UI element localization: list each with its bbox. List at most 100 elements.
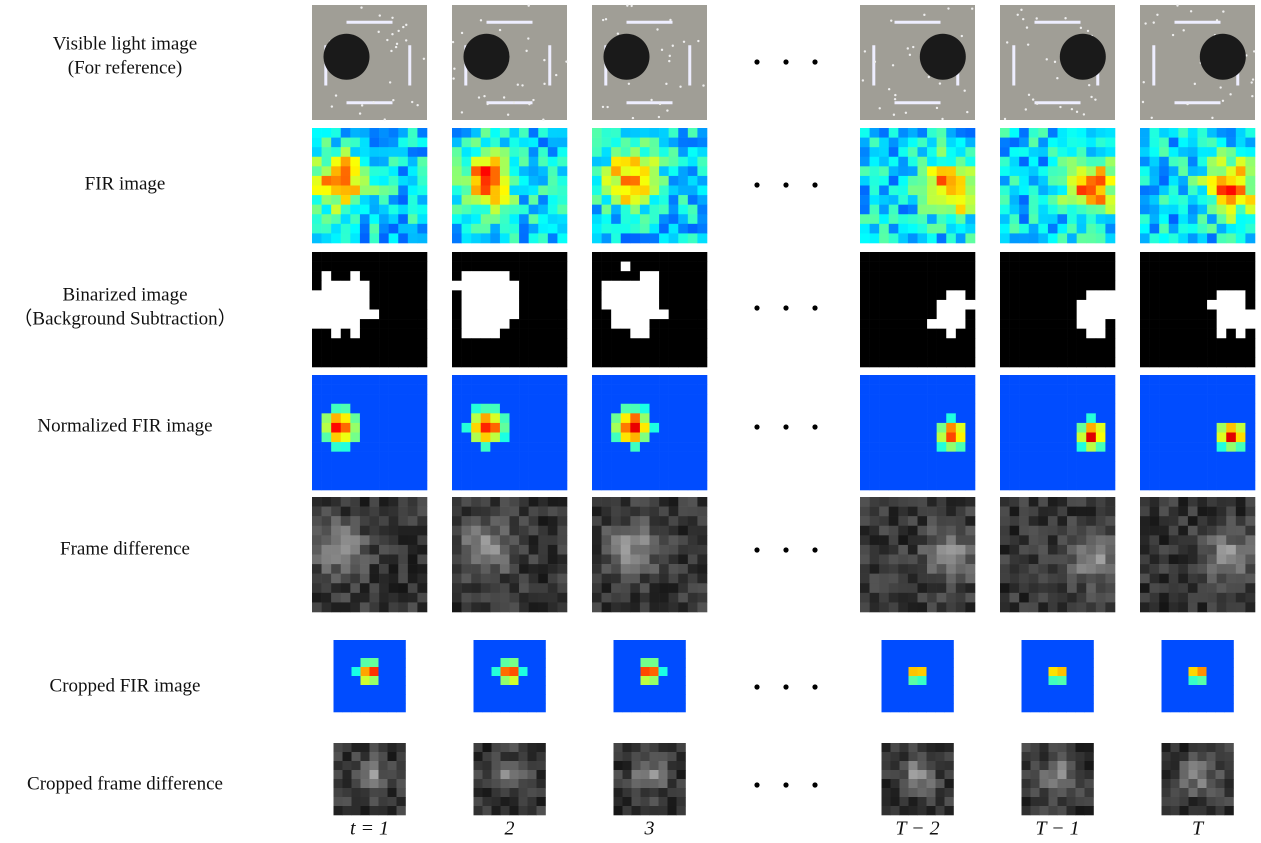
floor-dot — [1028, 94, 1030, 96]
pixel — [1019, 583, 1029, 593]
pixel — [548, 535, 558, 545]
pixel — [611, 157, 621, 167]
pixel — [621, 186, 631, 196]
pixel — [1067, 252, 1077, 262]
pixel — [918, 271, 928, 281]
pixel — [492, 797, 501, 806]
pixel — [623, 770, 632, 779]
pixel — [1038, 375, 1048, 385]
pixel — [500, 128, 510, 138]
pixel — [1140, 166, 1150, 176]
pixel — [898, 348, 908, 358]
pixel — [538, 357, 548, 367]
pixel — [1217, 442, 1227, 452]
pixel — [370, 262, 380, 272]
pixel — [1217, 404, 1227, 414]
pixel — [918, 433, 928, 443]
floor-dot — [864, 50, 866, 52]
pixel — [510, 252, 520, 262]
pixel — [538, 290, 548, 300]
pixel — [908, 404, 918, 414]
pixel — [379, 770, 388, 779]
pixel — [860, 329, 870, 339]
pixel — [1058, 574, 1068, 584]
pixel — [918, 649, 927, 658]
pixel — [398, 394, 408, 404]
pixel — [860, 138, 870, 148]
pixel — [640, 385, 650, 395]
pixel — [1216, 667, 1225, 676]
pixel — [1086, 329, 1096, 339]
pixel — [471, 433, 481, 443]
pixel — [1058, 404, 1068, 414]
pixel — [370, 290, 380, 300]
pixel — [529, 574, 539, 584]
pixel — [592, 195, 602, 205]
pixel — [697, 583, 707, 593]
pixel — [379, 271, 389, 281]
pixel — [927, 233, 937, 243]
pixel — [361, 779, 370, 788]
pixel — [927, 497, 937, 507]
pixel — [697, 176, 707, 186]
pixel — [650, 271, 660, 281]
pixel — [879, 128, 889, 138]
pixel — [398, 535, 408, 545]
pixel — [918, 667, 927, 676]
pixel — [697, 526, 707, 536]
pixel — [1159, 385, 1169, 395]
pixel — [891, 676, 900, 685]
pixel — [956, 319, 966, 329]
pixel — [529, 128, 539, 138]
pixel — [370, 743, 379, 752]
pixel — [1245, 195, 1255, 205]
pixel — [1150, 461, 1160, 471]
pixel — [889, 319, 899, 329]
pixel — [1096, 404, 1106, 414]
pixel — [898, 138, 908, 148]
pixel — [1150, 290, 1160, 300]
pixel — [602, 394, 612, 404]
pixel — [1000, 516, 1010, 526]
pixel — [623, 649, 632, 658]
pixel — [1245, 555, 1255, 565]
pixel — [1038, 157, 1048, 167]
pixel — [688, 593, 698, 603]
pixel — [927, 516, 937, 526]
pixel — [1207, 214, 1217, 224]
pixel — [1198, 564, 1208, 574]
pixel — [1236, 526, 1246, 536]
pixel — [341, 319, 351, 329]
pixel — [322, 507, 332, 517]
pixel — [1019, 186, 1029, 196]
pixel — [1188, 319, 1198, 329]
pixel — [879, 452, 889, 462]
pixel — [538, 195, 548, 205]
pixel — [538, 186, 548, 196]
pixel — [452, 516, 462, 526]
pixel — [1159, 271, 1169, 281]
floor-dot — [1143, 81, 1145, 83]
pixel — [519, 195, 529, 205]
pixel — [621, 262, 631, 272]
floor-dot — [1194, 83, 1196, 85]
pixel — [471, 262, 481, 272]
pixel — [860, 385, 870, 395]
pixel — [870, 176, 880, 186]
pixel — [889, 338, 899, 348]
pixel — [1140, 385, 1150, 395]
pixel — [697, 310, 707, 320]
pixel — [1198, 394, 1208, 404]
pixel — [343, 676, 352, 685]
ellipsis-dot — [783, 305, 788, 310]
pixel — [389, 375, 399, 385]
pixel — [1140, 357, 1150, 367]
pixel — [898, 186, 908, 196]
pixel — [370, 329, 380, 339]
pixel — [1086, 602, 1096, 612]
pixel — [548, 214, 558, 224]
pixel — [898, 461, 908, 471]
pixel — [592, 564, 602, 574]
pixel — [490, 128, 500, 138]
pixel — [677, 770, 686, 779]
